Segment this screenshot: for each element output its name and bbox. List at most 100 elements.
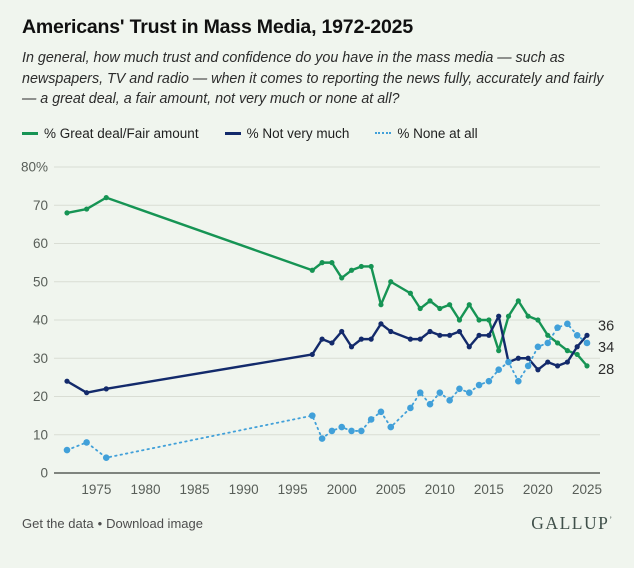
data-point — [417, 336, 423, 342]
data-point — [573, 331, 581, 339]
data-point — [515, 298, 521, 304]
data-point — [309, 267, 315, 273]
data-point — [554, 363, 561, 369]
legend-item-none-at-all[interactable]: % None at all — [375, 126, 478, 141]
x-tick-label: 2020 — [523, 482, 553, 497]
data-point — [456, 328, 463, 334]
data-point — [426, 400, 434, 408]
data-point — [564, 359, 570, 365]
data-point — [64, 210, 70, 216]
data-point — [358, 336, 364, 342]
data-point — [348, 427, 355, 434]
data-point — [465, 389, 473, 396]
data-point — [525, 313, 531, 319]
data-point — [417, 305, 423, 311]
data-point — [554, 324, 561, 331]
end-value-label: 36 — [598, 318, 614, 334]
data-point — [554, 340, 561, 346]
x-tick-label: 1980 — [130, 482, 160, 497]
footer: Get the data • Download image GALLUPʼ — [0, 503, 634, 534]
data-point — [84, 389, 90, 396]
legend-item-great-deal[interactable]: % Great deal/Fair amount — [22, 126, 199, 141]
y-tick-label: 70 — [33, 197, 48, 212]
data-point — [447, 332, 453, 338]
data-point — [319, 259, 325, 265]
data-point — [318, 435, 326, 442]
y-tick-label: 20 — [33, 389, 48, 404]
get-the-data-link[interactable]: Get the data — [22, 515, 94, 531]
data-point — [309, 351, 315, 357]
data-point — [427, 298, 433, 304]
data-point — [388, 278, 394, 285]
data-point — [437, 332, 443, 338]
data-point — [545, 332, 551, 338]
data-point — [308, 412, 316, 419]
data-point — [378, 301, 384, 308]
data-point — [496, 313, 502, 319]
data-point — [407, 336, 413, 342]
legend-item-not-very-much[interactable]: % Not very much — [224, 126, 349, 141]
data-point — [83, 438, 90, 446]
data-point — [329, 340, 335, 346]
data-point — [319, 336, 325, 342]
data-point — [339, 328, 345, 334]
series-line — [66, 322, 588, 459]
data-point — [525, 355, 531, 361]
x-tick-label: 1995 — [278, 482, 308, 497]
data-point — [368, 263, 374, 269]
data-point — [437, 305, 443, 311]
data-point — [505, 313, 512, 319]
data-point — [103, 194, 109, 200]
series-line — [65, 314, 589, 394]
data-point — [377, 408, 385, 415]
data-point — [447, 301, 453, 308]
page: Americans' Trust in Mass Media, 1972-202… — [0, 0, 634, 141]
data-point — [584, 332, 590, 338]
data-point — [368, 336, 374, 342]
data-point — [583, 339, 591, 346]
end-value-label: 34 — [598, 340, 614, 356]
data-point — [535, 366, 541, 373]
data-point — [329, 259, 335, 265]
data-point — [338, 423, 346, 431]
survey-question-subtitle: In general, how much trust and confidenc… — [22, 50, 604, 108]
data-point — [387, 423, 395, 431]
data-point — [436, 389, 444, 396]
data-point — [486, 317, 492, 323]
data-point — [63, 446, 71, 454]
x-tick-label: 1985 — [180, 482, 210, 497]
data-point — [358, 263, 364, 269]
data-point — [475, 381, 483, 389]
data-point — [534, 343, 542, 350]
data-point — [476, 332, 482, 338]
data-point — [466, 301, 472, 308]
data-point — [416, 389, 424, 396]
data-point — [486, 332, 492, 338]
x-tick-label: 2010 — [425, 482, 455, 497]
x-tick-label: 1990 — [229, 482, 259, 497]
data-point — [564, 320, 571, 327]
data-point — [348, 267, 355, 273]
data-point — [103, 385, 109, 392]
data-point — [545, 359, 551, 365]
data-point — [476, 317, 482, 323]
y-tick-label: 50 — [33, 274, 48, 289]
data-point — [496, 347, 502, 353]
gallup-logo: GALLUPʼ — [531, 513, 612, 534]
data-point — [584, 363, 590, 369]
data-point — [378, 320, 384, 327]
download-image-link[interactable]: Download image — [106, 515, 203, 531]
link-separator: • — [97, 515, 103, 531]
x-tick-label: 2025 — [572, 482, 602, 497]
data-point — [339, 275, 345, 281]
legend: % Great deal/Fair amount % Not very much… — [22, 126, 612, 141]
data-point — [358, 427, 365, 434]
data-point — [348, 343, 355, 350]
data-point — [515, 377, 522, 385]
data-point — [388, 328, 394, 334]
data-point — [574, 351, 580, 357]
data-point — [64, 378, 70, 384]
data-point — [446, 396, 453, 404]
legend-swatch-great-deal — [22, 131, 38, 135]
data-point — [466, 343, 472, 350]
